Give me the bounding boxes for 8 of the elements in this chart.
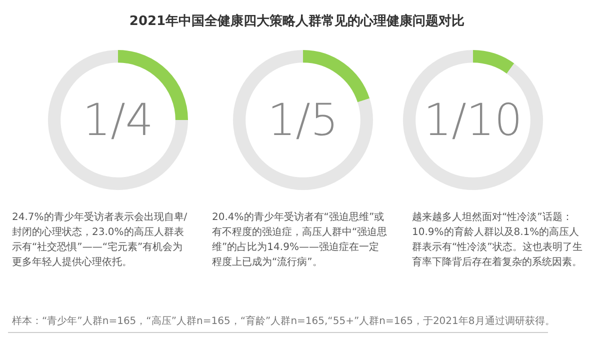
text: 越来越多人坦然面对“性冷淡”话题：10.9%的育龄人群以及8.1%的高压人群表示有“性冷淡”状态。这也表明了生育率下降背后存在着复杂的系统因素。 [412,210,584,270]
text: 2021年中国全健康四大策略人群常见的心理健康问题对比 [128,12,466,30]
text: 20.4%的青少年受访者有“强迫思维”或有不程度的强迫症，高压人群中“强迫思维”的占比为14.9%——强迫症在一定程度上已成为“流行病”。 [212,210,388,270]
text: 样本：“青少年”人群n=165，“高压”人群n=165，“育龄”人群n=165,“55+”人群n=165，于2021年8月通过调研获得。 [12,314,556,328]
text: 24.7%的青少年受访者表示会出现自卑/封闭的心理状态，23.0%的高压人群表示有“社交恐惧”——“宅元素”有机会为更多年轻人提供心理依托。 [12,210,188,270]
text: 1/10 [403,50,543,190]
text: 1/4 [48,50,188,190]
text: 1/5 [233,50,373,190]
